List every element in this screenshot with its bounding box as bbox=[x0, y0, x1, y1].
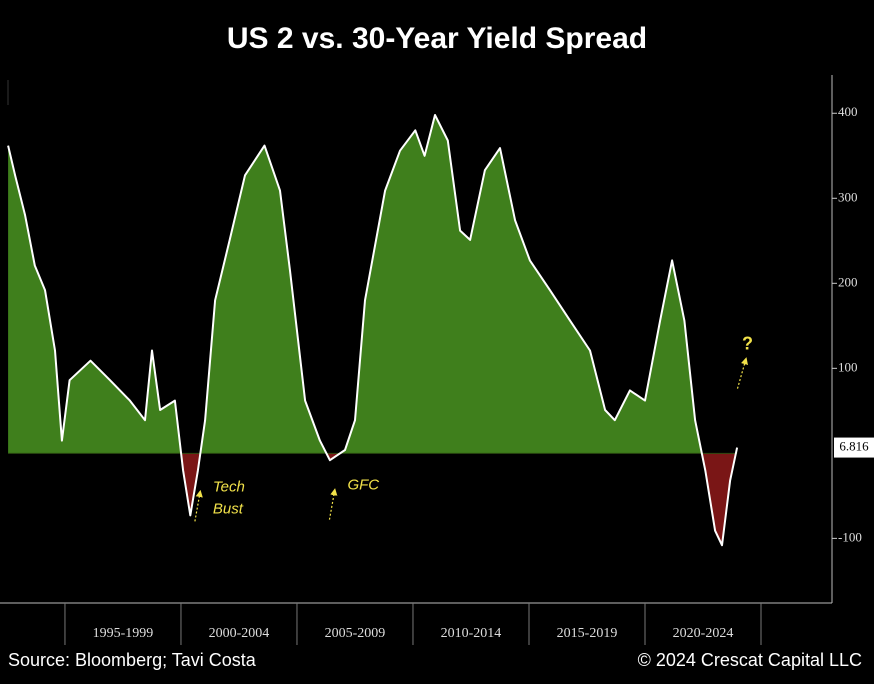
annotation-arrow bbox=[328, 488, 338, 520]
x-period-label: 2000-2004 bbox=[209, 626, 270, 641]
y-tick-label: 400 bbox=[838, 104, 858, 119]
x-period-label: 1995-1999 bbox=[93, 626, 154, 641]
y-tick-label: 200 bbox=[838, 274, 858, 289]
chart-title: US 2 vs. 30-Year Yield Spread bbox=[227, 22, 647, 55]
x-period-label: 2020-2024 bbox=[673, 626, 734, 641]
y-tick-label: 300 bbox=[838, 189, 858, 204]
annotation-text: GFC bbox=[347, 477, 379, 494]
copyright: © 2024 Crescat Capital LLC bbox=[638, 650, 862, 670]
last-value-box bbox=[834, 437, 874, 458]
annotation-text: ? bbox=[742, 333, 753, 353]
x-period-label: 2010-2014 bbox=[441, 626, 502, 641]
annotation-text: Bust bbox=[213, 500, 244, 517]
x-period-label: 2005-2009 bbox=[325, 626, 386, 641]
annotation-text: Tech bbox=[213, 478, 245, 495]
positive-area bbox=[8, 115, 738, 454]
y-tick-label: -100 bbox=[838, 529, 862, 544]
y-tick-label: 100 bbox=[838, 359, 858, 374]
spread-line bbox=[7, 114, 739, 547]
annotation-arrow bbox=[194, 489, 203, 522]
last-value-label: 6.816 bbox=[839, 439, 869, 454]
x-period-label: 2015-2019 bbox=[557, 626, 618, 641]
source: Source: Bloomberg; Tavi Costa bbox=[8, 650, 257, 670]
annotation-arrow bbox=[736, 357, 748, 389]
